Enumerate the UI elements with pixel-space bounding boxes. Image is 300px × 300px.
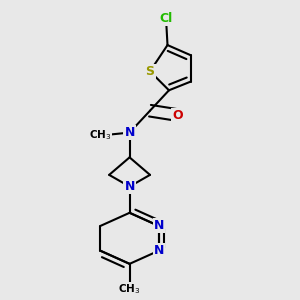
- Text: N: N: [154, 244, 164, 257]
- Text: N: N: [124, 180, 135, 193]
- Text: S: S: [146, 65, 154, 78]
- Text: N: N: [124, 126, 135, 139]
- Text: CH$_3$: CH$_3$: [118, 282, 141, 296]
- Text: N: N: [154, 219, 164, 232]
- Text: Cl: Cl: [159, 12, 173, 25]
- Text: CH$_3$: CH$_3$: [89, 129, 112, 142]
- Text: O: O: [172, 109, 183, 122]
